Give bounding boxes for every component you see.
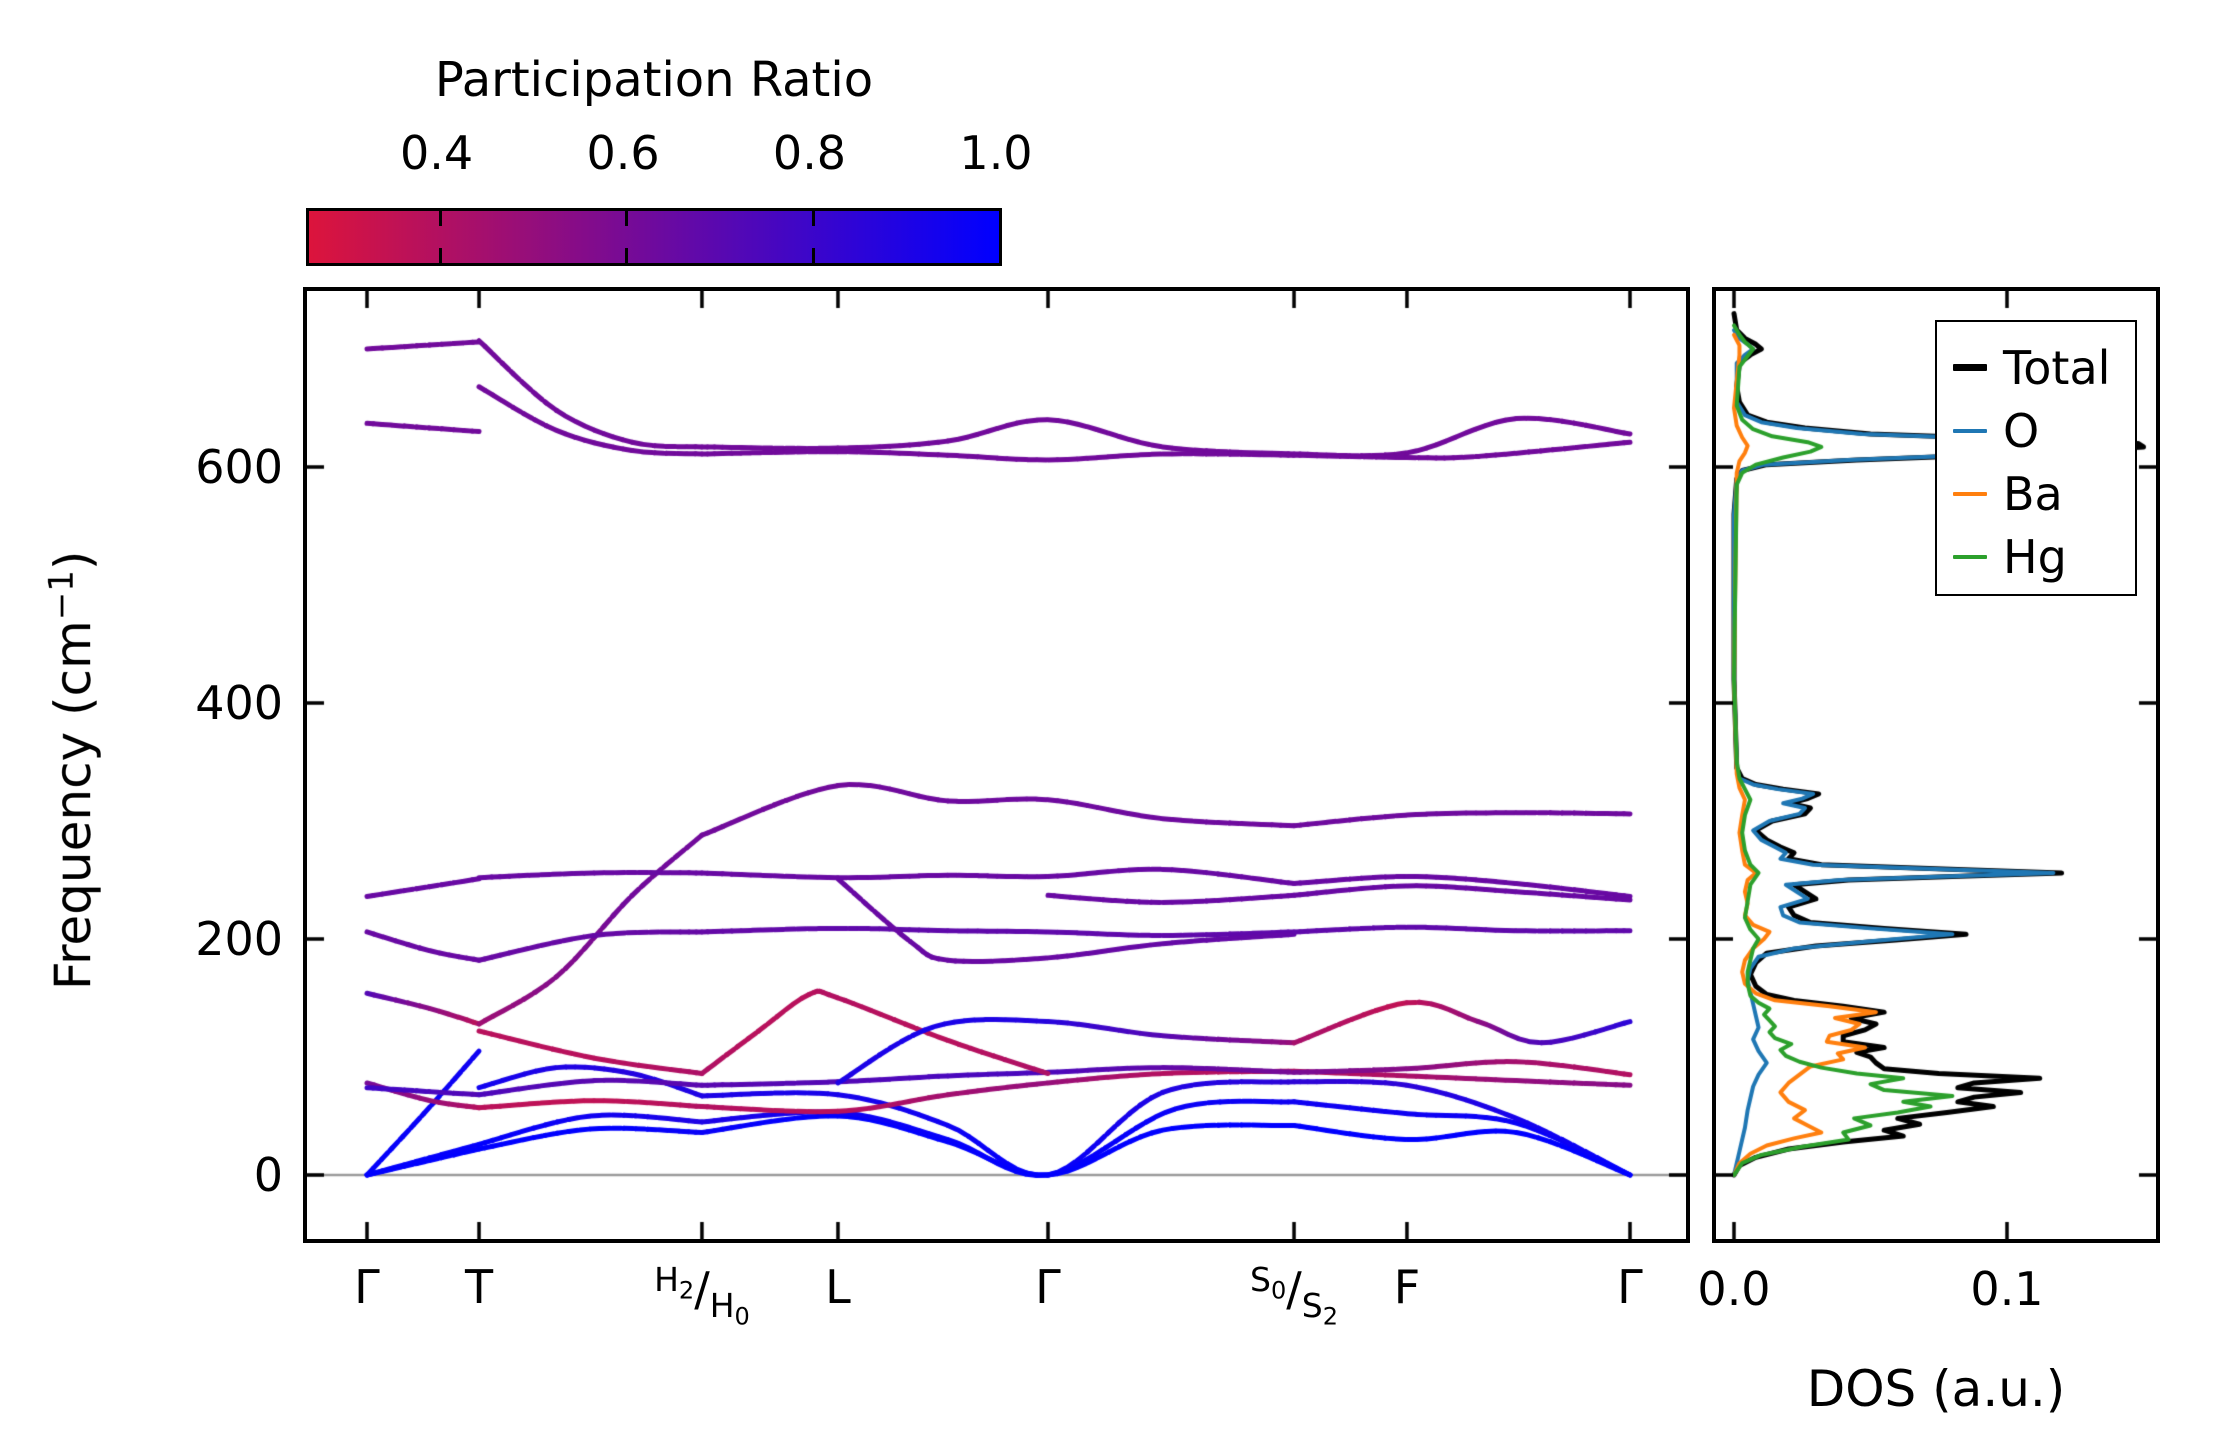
- legend-line-sample: [1953, 491, 1987, 496]
- legend: Total O Ba Hg: [1935, 320, 2137, 596]
- colorbar-tick-mark: [438, 248, 442, 263]
- colorbar-tick-mark: [811, 248, 815, 263]
- kpoint-label: H2/H0: [654, 1260, 750, 1331]
- kpoint-label: Γ: [1035, 1260, 1061, 1314]
- legend-line-sample: [1953, 554, 1987, 559]
- legend-item-total: Total: [1953, 336, 2135, 399]
- frequency-tick-label: 400: [195, 676, 283, 730]
- kpoint-label: S0/S2: [1250, 1260, 1339, 1331]
- legend-label: Hg: [2003, 529, 2067, 584]
- kpoint-label: Γ: [354, 1260, 380, 1314]
- legend-label: Ba: [2003, 466, 2063, 521]
- frequency-tick-label: 600: [195, 440, 283, 494]
- colorbar-tick-mark: [811, 211, 815, 226]
- colorbar-tick-label: 0.8: [772, 126, 847, 180]
- legend-item-ba: Ba: [1953, 462, 2135, 525]
- colorbar-title: Participation Ratio: [434, 52, 874, 108]
- kpoint-label: F: [1393, 1260, 1421, 1314]
- frequency-tick-label: 0: [253, 1148, 283, 1202]
- colorbar-tick-label: 0.4: [399, 126, 474, 180]
- legend-label: Total: [2003, 340, 2111, 395]
- colorbar-tick-label: 0.6: [586, 126, 660, 180]
- legend-item-o: O: [1953, 399, 2135, 462]
- legend-line-sample: [1953, 428, 1987, 433]
- participation-ratio-colorbar: [306, 208, 1002, 266]
- kpoint-label: Γ: [1617, 1260, 1643, 1314]
- legend-line-sample: [1953, 364, 1987, 371]
- y-axis-label: Frequency (cm−1): [41, 550, 103, 991]
- kpoint-label: T: [464, 1260, 494, 1314]
- dos-tick-label: 0.1: [1970, 1262, 2044, 1316]
- dos-tick-label: 0.0: [1697, 1262, 1771, 1316]
- legend-item-hg: Hg: [1953, 525, 2135, 588]
- kpoint-label: L: [825, 1260, 851, 1314]
- colorbar-tick-mark: [438, 211, 442, 226]
- dos-x-axis-label: DOS (a.u.): [1806, 1360, 2066, 1418]
- colorbar-tick-mark: [625, 248, 629, 263]
- colorbar-tick-label: 1.0: [959, 126, 1033, 180]
- legend-label: O: [2003, 403, 2040, 458]
- colorbar-tick-mark: [625, 211, 629, 226]
- frequency-tick-label: 200: [195, 912, 283, 966]
